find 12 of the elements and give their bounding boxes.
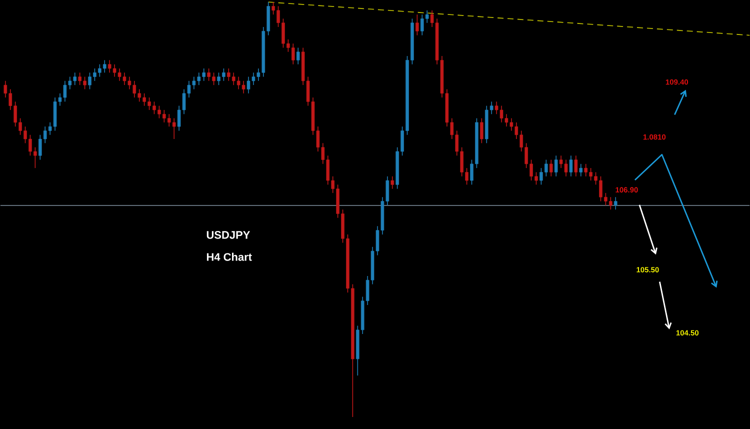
text: H4 Chart bbox=[206, 252, 252, 261]
candlestick bbox=[569, 154, 573, 177]
candlestick bbox=[574, 154, 578, 177]
candlestick bbox=[554, 154, 558, 177]
candlestick bbox=[480, 118, 484, 144]
candlestick bbox=[296, 47, 300, 64]
candlestick bbox=[416, 14, 419, 36]
candlestick bbox=[390, 176, 394, 189]
candlestick bbox=[579, 163, 583, 177]
text: USDJPY bbox=[206, 230, 250, 239]
candlestick bbox=[549, 159, 553, 177]
candlestick bbox=[614, 196, 618, 210]
